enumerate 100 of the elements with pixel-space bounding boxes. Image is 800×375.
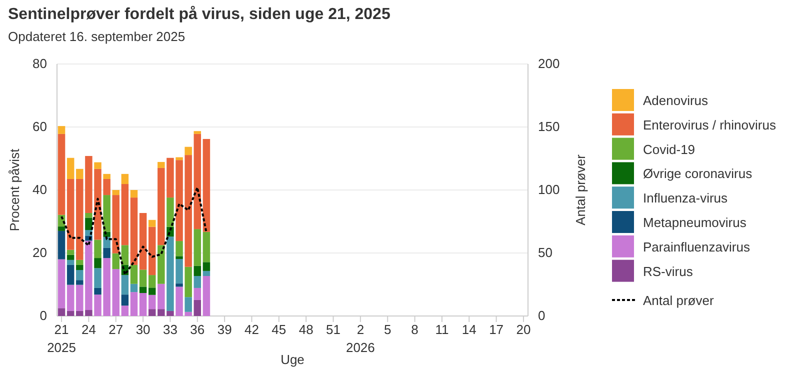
bar	[139, 212, 147, 270]
legend-label: Antal prøver	[643, 293, 714, 308]
x-axis-title: Uge	[280, 352, 304, 367]
bar	[166, 198, 174, 227]
bar	[130, 198, 138, 265]
bar	[66, 284, 74, 311]
legend-label: Covid-19	[643, 142, 696, 157]
x-tick-label: 21	[54, 322, 69, 338]
bar	[148, 294, 156, 310]
bar	[194, 266, 202, 276]
bar	[76, 280, 84, 285]
y2-tick-label: 150	[538, 119, 560, 134]
text: 2026	[346, 340, 375, 355]
bar	[103, 248, 110, 258]
bar	[184, 297, 192, 312]
legend-label: Øvrige coronavirus	[643, 166, 753, 182]
bar	[148, 220, 156, 227]
bar	[121, 245, 129, 265]
y-tick-label: 40	[32, 182, 47, 198]
y2-tick-label: 50	[538, 245, 552, 260]
bar	[130, 190, 138, 198]
bar	[103, 195, 110, 232]
bar	[121, 306, 129, 316]
bar	[202, 276, 210, 316]
bar	[121, 174, 129, 184]
bar	[158, 162, 165, 168]
bar	[130, 292, 138, 316]
bar	[76, 260, 84, 265]
x-tick-label: 45	[272, 322, 286, 338]
x-tick-label: 11	[435, 322, 449, 338]
x-tick-label: 33	[162, 322, 178, 338]
bar	[94, 288, 102, 295]
bar	[130, 284, 138, 292]
bar	[94, 268, 102, 288]
bar	[139, 293, 147, 316]
bar	[176, 157, 183, 160]
bar	[194, 131, 202, 134]
y2-tick-label: 100	[538, 182, 560, 198]
bar	[130, 264, 138, 284]
bar	[139, 286, 147, 294]
bar	[194, 300, 202, 316]
bar	[158, 245, 165, 284]
bar	[58, 126, 66, 134]
bar	[176, 241, 183, 256]
y2-axis-title: Antal prøver	[573, 154, 588, 226]
bar	[202, 270, 210, 276]
x-tick-label: 20	[516, 322, 531, 338]
bar	[94, 162, 102, 169]
bar	[121, 184, 129, 246]
bar	[148, 288, 156, 295]
bar	[112, 190, 120, 196]
y2-tick-label: 200	[538, 56, 560, 72]
y-axis-title: Procent påvist	[7, 148, 22, 232]
bar	[176, 256, 183, 259]
bar	[85, 212, 92, 218]
y-tick-label: 20	[32, 245, 47, 260]
bar	[58, 226, 66, 231]
bar	[85, 218, 92, 230]
bar	[194, 288, 202, 300]
bar	[66, 260, 74, 265]
x-tick-label: 27	[108, 322, 124, 338]
bar	[194, 134, 202, 230]
x-tick-label: 48	[298, 322, 314, 338]
y-tick-label: 60	[32, 119, 47, 134]
bar	[76, 270, 84, 280]
bar	[66, 254, 74, 260]
bar	[66, 264, 74, 285]
x-tick-label: 8	[411, 322, 418, 338]
bar	[112, 253, 120, 270]
bar	[58, 134, 66, 215]
bar	[184, 146, 192, 156]
bar	[139, 270, 147, 287]
bar	[76, 264, 84, 270]
x-tick-label: 2	[356, 322, 364, 338]
bar	[58, 259, 66, 308]
bar	[66, 250, 74, 255]
bar	[58, 308, 66, 316]
x-tick-label: 36	[190, 322, 205, 338]
bar	[202, 262, 210, 271]
legend-label: Metapneumovirus	[643, 215, 747, 230]
legend-label: Enterovirus / rhinovirus	[643, 117, 776, 132]
bar	[194, 229, 202, 266]
bar	[112, 195, 120, 254]
y-tick-label: 80	[32, 56, 47, 72]
y-tick-label: 0	[40, 308, 47, 324]
bar	[148, 226, 156, 276]
bar	[103, 236, 110, 248]
x-tick-label: 24	[81, 322, 96, 338]
bar	[112, 269, 120, 316]
bar	[194, 276, 202, 288]
y2-tick-label: 0	[538, 308, 546, 324]
legend-label: Influenza-virus	[643, 190, 728, 206]
bar	[66, 178, 74, 250]
x-tick-label: 39	[217, 322, 232, 338]
bar	[66, 158, 74, 179]
x-tick-label: 5	[384, 322, 392, 338]
bar	[176, 284, 183, 287]
bar	[103, 174, 110, 179]
bar	[202, 232, 210, 262]
x-tick-label: 17	[489, 322, 504, 338]
